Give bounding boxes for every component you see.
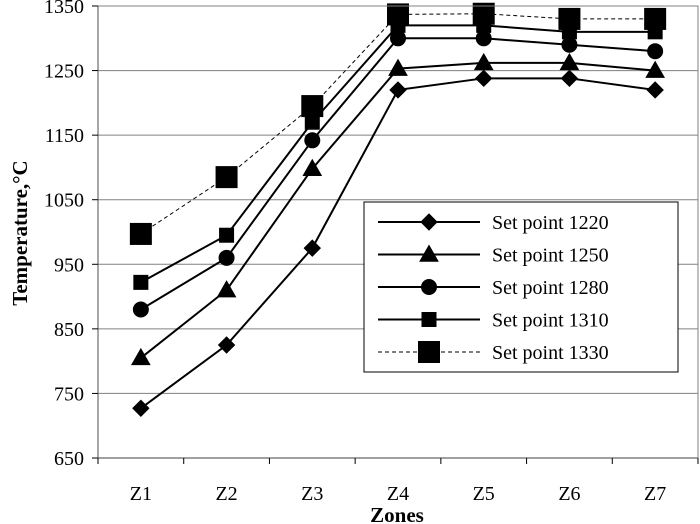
x-axis-title: Zones (370, 503, 424, 524)
legend: Set point 1220 Set point 1250 Set point 12… (363, 201, 679, 373)
axes (92, 5, 699, 464)
legend-item: Set point 1330 (378, 341, 609, 364)
data-point (472, 2, 495, 25)
data-point (303, 239, 321, 257)
x-tick-label: Z4 (387, 483, 409, 505)
data-point (647, 43, 664, 60)
data-point (301, 95, 324, 118)
data-point (216, 280, 237, 298)
legend-item: Set point 1250 (378, 244, 609, 267)
data-point (558, 7, 581, 30)
legend-marker (418, 341, 440, 363)
legend-item: Set point 1310 (378, 310, 609, 332)
legend-label: Set point 1330 (492, 342, 609, 364)
data-point (218, 249, 235, 266)
data-point (559, 52, 580, 71)
data-point (475, 30, 492, 47)
x-tick-label: Z6 (558, 483, 580, 505)
data-point (219, 227, 235, 243)
data-point (644, 7, 667, 30)
legend-label: Set point 1220 (492, 212, 609, 234)
data-point (304, 132, 321, 149)
legend-marker (421, 312, 437, 327)
data-point (302, 158, 323, 176)
legend-marker (420, 213, 438, 231)
data-point (132, 399, 150, 417)
series-2 (130, 52, 666, 366)
legend-label: Set point 1310 (492, 310, 609, 332)
series-1 (132, 69, 664, 417)
legend-label: Set point 1250 (492, 245, 609, 267)
data-point (215, 166, 238, 189)
series-group (129, 2, 667, 417)
series-line (140, 13, 656, 235)
data-point (645, 60, 666, 78)
x-tick-label: Z2 (215, 483, 237, 505)
y-tick-label: 1050 (44, 190, 84, 212)
y-tick-label: 650 (54, 448, 84, 470)
data-point (475, 69, 493, 88)
data-point (560, 69, 579, 88)
y-tick-label: 950 (54, 254, 84, 276)
data-point (133, 274, 149, 290)
legend-label: Set point 1280 (492, 277, 609, 299)
y-axis-title: Temperature,°C (8, 160, 32, 305)
legend-item: Set point 1280 (378, 277, 609, 299)
y-tick-label: 850 (54, 319, 84, 341)
data-point (390, 30, 406, 47)
legend-marker (419, 244, 439, 262)
plot-area-border (97, 5, 699, 459)
data-point (304, 114, 320, 130)
data-point (389, 81, 407, 99)
series-5 (129, 2, 667, 245)
data-point (130, 347, 151, 366)
x-tick-label: Z7 (644, 483, 666, 505)
data-point (646, 81, 664, 99)
data-point (387, 3, 409, 26)
data-point (129, 222, 152, 245)
data-point (473, 52, 494, 71)
y-tick-label: 1250 (44, 61, 84, 83)
data-point (388, 58, 408, 76)
y-tick-label: 750 (54, 383, 84, 405)
data-point (561, 36, 578, 53)
legend-item: Set point 1220 (378, 212, 609, 234)
y-tick-label: 1150 (45, 125, 84, 147)
x-tick-label: Z5 (473, 483, 495, 505)
x-tick-label: Z1 (130, 483, 152, 505)
data-point (217, 336, 236, 354)
y-tick-label: 1350 (44, 0, 84, 18)
tick-labels: 650 750 850 950 1050 1150 1250 1350 Z1 Z2 Z3 Z4 Z5 Z6… (44, 0, 666, 505)
data-point (132, 301, 149, 318)
legend-marker (421, 279, 437, 295)
x-tick-label: Z3 (301, 483, 323, 505)
